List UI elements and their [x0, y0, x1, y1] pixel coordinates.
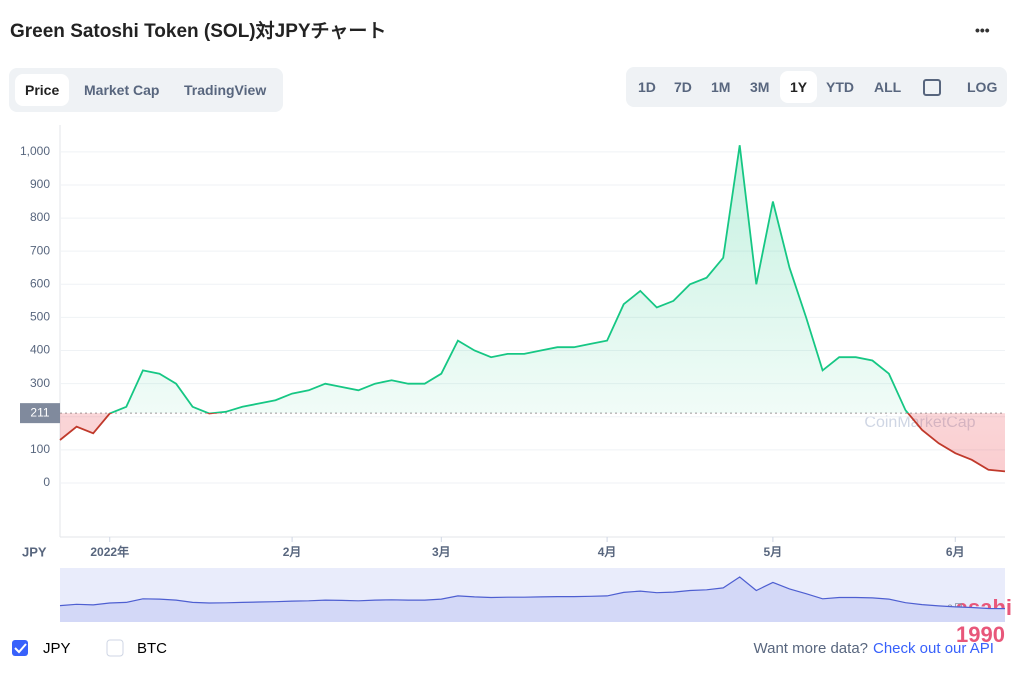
tab-bar: Price Market Cap TradingView [9, 68, 283, 112]
range-button[interactable]: 7D [674, 79, 692, 95]
nav-tick-label: 4月 [599, 603, 616, 615]
overlay-text: 1990 [956, 622, 1005, 647]
checkbox[interactable] [106, 639, 124, 657]
y-tick-label: 200 [30, 409, 50, 423]
nav-tick-label: 3月 [433, 603, 450, 615]
range-button[interactable]: 1D [638, 79, 656, 95]
menu[interactable]: ••• [975, 22, 990, 38]
y-tick-label: 500 [30, 310, 50, 324]
x-tick-label: 5月 [764, 545, 783, 559]
checkbox[interactable] [12, 640, 28, 656]
y-unit: JPY [22, 544, 47, 559]
line [59, 413, 1006, 473]
log-button[interactable]: LOG [967, 79, 998, 95]
overlay-text: asahi [956, 595, 1012, 620]
legend-label: BTC [137, 640, 167, 657]
x-tick-label: 3月 [432, 545, 451, 559]
tab[interactable]: TradingView [184, 82, 267, 98]
area [60, 145, 1005, 414]
y-tick-label: 300 [30, 376, 50, 390]
nav-tick-label: 2月 [284, 603, 301, 615]
y-tick-label: 1,000 [20, 144, 50, 158]
nav-tick-label: 5月 [764, 603, 781, 615]
x-tick-label: 2月 [283, 545, 302, 559]
range-bar: 1D 7D 1M 3M 1Y YTD ALL LOG [626, 67, 1007, 107]
tab[interactable]: Market Cap [84, 82, 160, 98]
calendar-icon[interactable] [923, 79, 941, 96]
y-tick-label: 700 [30, 243, 50, 257]
title: Green Satoshi Token (SOL)対JPYチャート [10, 21, 387, 42]
y-tick-label: 100 [30, 442, 50, 456]
baseline-label: 211 [30, 405, 49, 419]
nav-area [60, 577, 1005, 622]
tab[interactable]: Price [15, 74, 70, 106]
nav-tick-label: 2022年 [92, 601, 127, 615]
range-button[interactable]: 3M [750, 79, 770, 95]
line [108, 145, 910, 414]
x-tick-label: 4月 [598, 545, 617, 559]
watermark: CoinMarketCap [864, 414, 975, 431]
baseline-tag [20, 403, 60, 424]
range-button[interactable]: 1Y [780, 71, 818, 103]
y-tick-label: 600 [30, 276, 50, 290]
range-button[interactable]: YTD [826, 79, 854, 95]
y-tick-label: 0 [43, 475, 50, 489]
footer-link[interactable]: Check out our API [873, 640, 994, 657]
y-tick-label: 900 [30, 177, 50, 191]
nav-tick-label: 6月 [947, 603, 964, 615]
y-tick-label: 800 [30, 210, 50, 224]
nav-line [59, 576, 1006, 610]
check [14, 643, 27, 654]
y-tick-label: 400 [30, 343, 50, 357]
footer-text: Want more data? [754, 640, 869, 657]
x-tick-label: 2022年 [90, 544, 129, 559]
range-button[interactable]: 1M [711, 79, 731, 95]
area [60, 413, 1005, 472]
x-tick-label: 6月 [946, 545, 965, 559]
range-button[interactable]: ALL [874, 79, 902, 95]
navigator[interactable] [60, 568, 1005, 622]
legend-label: JPY [43, 640, 71, 657]
